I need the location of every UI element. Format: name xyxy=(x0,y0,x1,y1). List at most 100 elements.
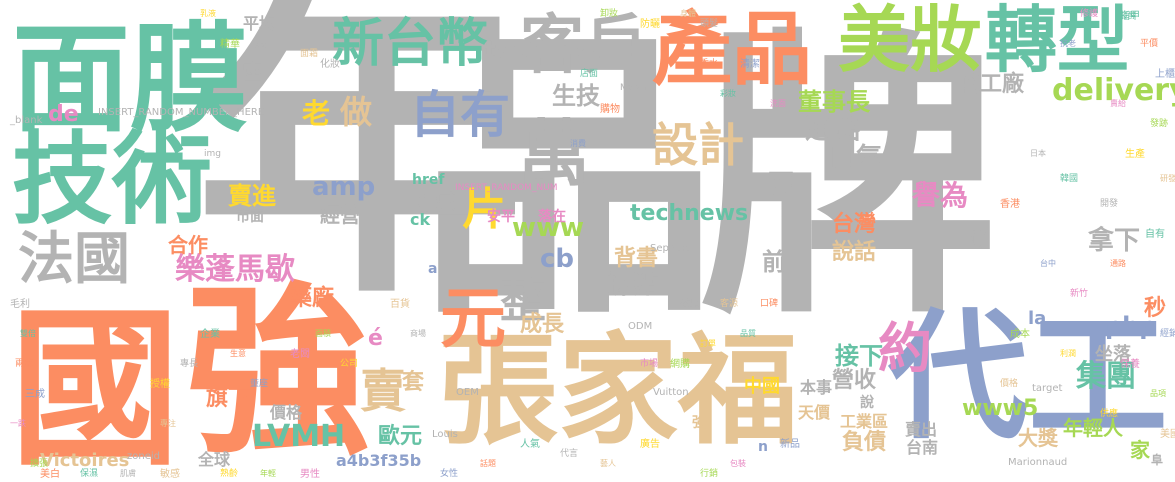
word-tao: 套 xyxy=(402,370,425,395)
tiny-word: 指甲 xyxy=(1120,11,1140,22)
tiny-word: 公司 xyxy=(340,359,359,369)
tiny-word: 韓國 xyxy=(1060,174,1079,184)
word-tw: tw xyxy=(484,36,521,66)
tiny-word: 藝人 xyxy=(600,459,616,468)
tiny-word: 卸妝 xyxy=(600,9,619,19)
word-php: php xyxy=(1105,312,1157,340)
tiny-word: 化妝 xyxy=(320,59,340,70)
word-a: a xyxy=(428,261,438,277)
tiny-word: 專注 xyxy=(160,419,176,428)
tiny-word: 上櫃 xyxy=(1155,69,1175,80)
tiny-word: 年輕 xyxy=(260,469,276,478)
word-shuohua: 說話 xyxy=(832,240,877,265)
tiny-word: 兩成 xyxy=(15,359,34,369)
tiny-word: 身體 xyxy=(680,9,696,18)
word-zheng: 整 xyxy=(500,274,546,328)
tiny-word: 客源 xyxy=(720,299,739,309)
tiny-word: 一跌 xyxy=(10,419,26,428)
word-tainan: 台南 xyxy=(906,438,939,457)
word-daigongchang: 代工廠 xyxy=(958,72,1025,97)
word-zhongguo: 中國 xyxy=(744,376,780,397)
tiny-word: 賣給 xyxy=(1110,99,1126,108)
tiny-word: 防曬 xyxy=(640,19,660,30)
word-zuo2: 座 xyxy=(242,60,262,84)
word-anping: 安平 xyxy=(487,209,515,225)
tiny-word: 開發 xyxy=(1100,199,1119,209)
tiny-word: 新竹 xyxy=(1070,289,1089,299)
tiny-word: 店面 xyxy=(580,69,599,79)
word-guo: 國 xyxy=(10,291,181,482)
word-meizhuang: 美妝 xyxy=(838,0,983,82)
tiny-word: 老闆 xyxy=(290,349,310,360)
word-zhiyou: 自有 xyxy=(410,86,510,144)
word-louis: Louis xyxy=(432,429,458,440)
word-odm: ODM xyxy=(628,321,653,332)
word-geng: 更 xyxy=(768,170,795,200)
tiny-word: 台中 xyxy=(1040,259,1056,268)
tiny-word: 頭髮 xyxy=(700,19,719,29)
tiny-word: 面積 xyxy=(315,329,331,338)
word-xintaibi: 新台幣 xyxy=(332,14,489,74)
tiny-word: 訂單 xyxy=(700,339,716,348)
word-marionnaud: Marionnaud xyxy=(1008,457,1068,468)
tiny-word: 抗老 xyxy=(1060,39,1076,48)
tiny-word: 人氣 xyxy=(520,439,540,450)
word-naxia: 拿下 xyxy=(1088,226,1141,256)
tiny-word: 肌膚 xyxy=(120,469,136,478)
word-zuoluo: 坐落 xyxy=(1095,344,1131,365)
tiny-word: 口碑 xyxy=(760,299,779,309)
tiny-word: 利潤 xyxy=(1060,349,1076,358)
tiny-word: 企業 xyxy=(200,329,220,340)
word-sephora: Sephora xyxy=(650,243,692,254)
word-kouqi: 口氣 xyxy=(830,143,883,173)
word-quanqiu: 全球 xyxy=(198,450,231,469)
word-jishu: 技術 xyxy=(12,121,212,238)
word-shimian: 市面 xyxy=(236,209,264,225)
word-yaochang: 藥廠 xyxy=(290,286,335,311)
tiny-word: 彩妝 xyxy=(720,89,736,98)
word-qiang2: 強 xyxy=(692,415,706,431)
word-e: é xyxy=(368,326,383,351)
tiny-word: 包裝 xyxy=(730,459,746,468)
word-dajiang: 大獎 xyxy=(1018,426,1058,450)
tiny-word: 女性 xyxy=(440,469,459,479)
word-nianqingren: 年輕人 xyxy=(1063,416,1123,440)
tiny-word: 通路 xyxy=(1110,259,1126,268)
word-qiang: 強 xyxy=(185,264,370,480)
tiny-word: 專長 xyxy=(180,359,199,369)
tiny-word: 修護 xyxy=(1080,9,1099,19)
word-cb: cb xyxy=(540,244,575,274)
tiny-word: 敏感 xyxy=(160,469,180,480)
word-delivery: delivery xyxy=(1052,73,1175,108)
word-zhuanxing: 轉型 xyxy=(985,0,1130,82)
word-mai: 賣 xyxy=(360,364,406,418)
word-yuwei: 譽為 xyxy=(912,179,969,212)
word-march: March xyxy=(620,83,648,93)
tiny-word: 擴張 xyxy=(30,459,49,469)
tiny-word: 行銷 xyxy=(700,469,719,479)
word-zoneid: zoneid xyxy=(127,451,160,462)
word-chengzhang: 成長 xyxy=(520,312,565,337)
tiny-word: 男性 xyxy=(300,469,320,480)
word-qixia: 旗下 xyxy=(206,386,251,411)
tiny-word: 雙倍 xyxy=(20,329,36,338)
word-blank: _blank xyxy=(10,115,43,126)
tiny-word: 代言 xyxy=(560,449,579,459)
tiny-word: 發酵 xyxy=(1120,11,1136,20)
word-taiwan: 台灣 xyxy=(832,212,877,237)
word-oem: OEM xyxy=(456,387,479,398)
word-www: www xyxy=(512,213,585,243)
tiny-word: 消費 xyxy=(570,139,586,148)
word-chanpin: 產品 xyxy=(652,3,812,96)
tiny-word: 美國 xyxy=(1160,429,1175,440)
tiny-word: 生產 xyxy=(1125,149,1145,160)
word-dongshizhang: 董事長 xyxy=(798,88,870,116)
tiny-word: 網購 xyxy=(670,359,690,370)
word-ck: ck xyxy=(410,210,431,229)
word-de: de xyxy=(48,102,79,127)
word-vuitton: Vuitton xyxy=(653,387,689,398)
tiny-word: 市場 xyxy=(640,359,659,369)
word-www5: www5 xyxy=(962,396,1039,421)
tiny-word: 乳液 xyxy=(200,9,216,18)
